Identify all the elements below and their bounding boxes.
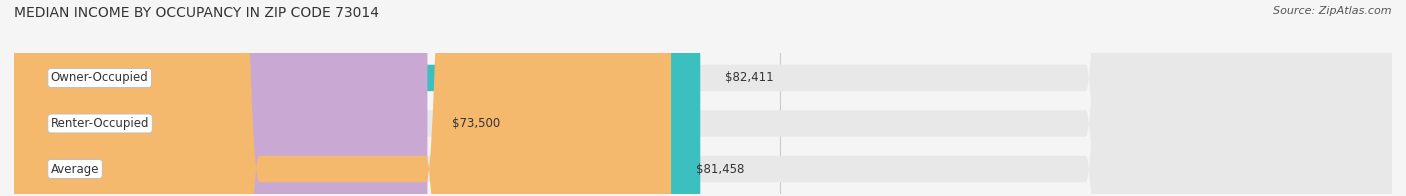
Text: Renter-Occupied: Renter-Occupied <box>51 117 149 130</box>
FancyBboxPatch shape <box>14 0 427 196</box>
Text: $82,411: $82,411 <box>724 72 773 84</box>
Text: Owner-Occupied: Owner-Occupied <box>51 72 149 84</box>
Text: $73,500: $73,500 <box>451 117 501 130</box>
Text: Average: Average <box>51 162 100 175</box>
FancyBboxPatch shape <box>14 0 671 196</box>
FancyBboxPatch shape <box>14 0 1392 196</box>
FancyBboxPatch shape <box>14 0 1392 196</box>
Text: MEDIAN INCOME BY OCCUPANCY IN ZIP CODE 73014: MEDIAN INCOME BY OCCUPANCY IN ZIP CODE 7… <box>14 6 380 20</box>
Text: Source: ZipAtlas.com: Source: ZipAtlas.com <box>1274 6 1392 16</box>
FancyBboxPatch shape <box>14 0 1392 196</box>
FancyBboxPatch shape <box>14 0 700 196</box>
Text: $81,458: $81,458 <box>696 162 744 175</box>
